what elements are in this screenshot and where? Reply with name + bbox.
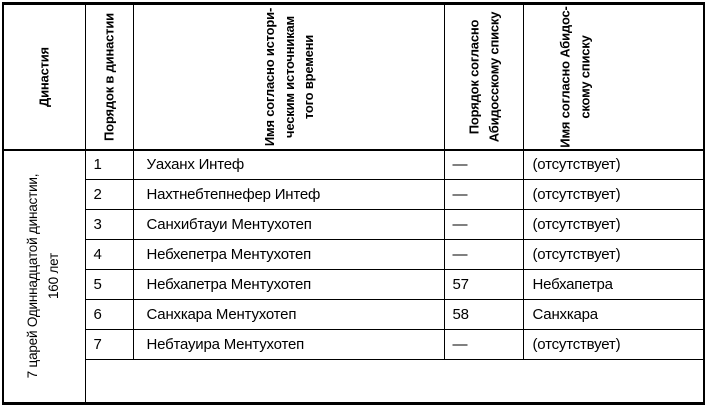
cell-order: 3 [84,209,134,240]
dynasty-span-label: 7 царей Одиннадцатой династии, 160 лет [25,173,62,379]
header-cell-name-abydos: Имя согласно Абидос- скому списку [522,3,705,151]
table-row: 6 Санхкара Ментухотеп 58 Санхкара [3,299,705,330]
empty-spacer-cell [84,359,705,404]
table-row-empty [3,359,705,404]
cell-abydos-name: Санхкара [522,299,705,330]
cell-name-historical: Санхкара Ментухотеп [132,299,445,330]
cell-abydos-name: (отсутствует) [522,209,705,240]
cell-order: 4 [84,239,134,270]
header-label-dynasty: Династия [36,46,52,107]
header-label-order-in-dynasty: Порядок в династии [101,12,117,141]
cell-order: 1 [84,149,134,180]
cell-name-historical: Санхибтауи Ментухотеп [132,209,445,240]
cell-name-historical: Небхапетра Ментухотеп [132,269,445,300]
cell-abydos-name: (отсутствует) [522,329,705,360]
cell-abydos-name: (отсутствует) [522,179,705,210]
cell-abydos-order: — [443,239,524,270]
cell-name-historical: Небхепетра Ментухотеп [132,239,445,270]
cell-abydos-order: — [443,329,524,360]
cell-order: 2 [84,179,134,210]
header-label-name-historical: Имя согласно истори- ческим источникам т… [261,7,316,146]
cell-abydos-order: — [443,149,524,180]
cell-name-historical: Небтауира Ментухотеп [132,329,445,360]
table-row: 7 царей Одиннадцатой династии, 160 лет 1… [2,149,705,404]
header-label-order-abydos: Порядок согласно Абидосскому списку [466,11,501,143]
cell-abydos-name: Небхапетра [522,269,705,300]
table-row: 5 Небхапетра Ментухотеп 57 Небхапетра [3,269,705,300]
cell-abydos-order: 57 [443,269,524,300]
dynasty-table: Династия Порядок в династии Имя согласно… [2,2,705,405]
header-cell-order-abydos: Порядок согласно Абидосскому списку [443,3,524,151]
table-header-row: Династия Порядок в династии Имя согласно… [2,3,705,151]
cell-abydos-name: (отсутствует) [522,239,705,270]
cell-abydos-name: (отсутствует) [522,149,705,180]
cell-abydos-order: — [443,179,524,210]
cell-order: 6 [84,299,134,330]
cell-order: 5 [84,269,134,300]
header-label-name-abydos: Имя согласно Абидос- скому списку [557,6,593,148]
table-row: 2 Нахтнебтепнефер Интеф — (отсутствует) [3,179,705,210]
cell-order: 7 [84,329,134,360]
cell-abydos-order: 58 [443,299,524,330]
header-cell-name-historical: Имя согласно истори- ческим источникам т… [132,3,445,151]
header-cell-order-in-dynasty: Порядок в династии [84,3,134,151]
cell-name-historical: Уаханх Интеф [132,149,445,180]
table-row: 3 Санхибтауи Ментухотеп — (отсутствует) [3,209,705,240]
table-row: 4 Небхепетра Ментухотеп — (отсутствует) [3,239,705,270]
dynasty-span-cell: 7 царей Одиннадцатой династии, 160 лет [2,149,86,404]
table-row: 7 Небтауира Ментухотеп — (отсутствует) [3,329,705,360]
header-cell-dynasty: Династия [2,3,86,151]
cell-name-historical: Нахтнебтепнефер Интеф [132,179,445,210]
cell-abydos-order: — [443,209,524,240]
